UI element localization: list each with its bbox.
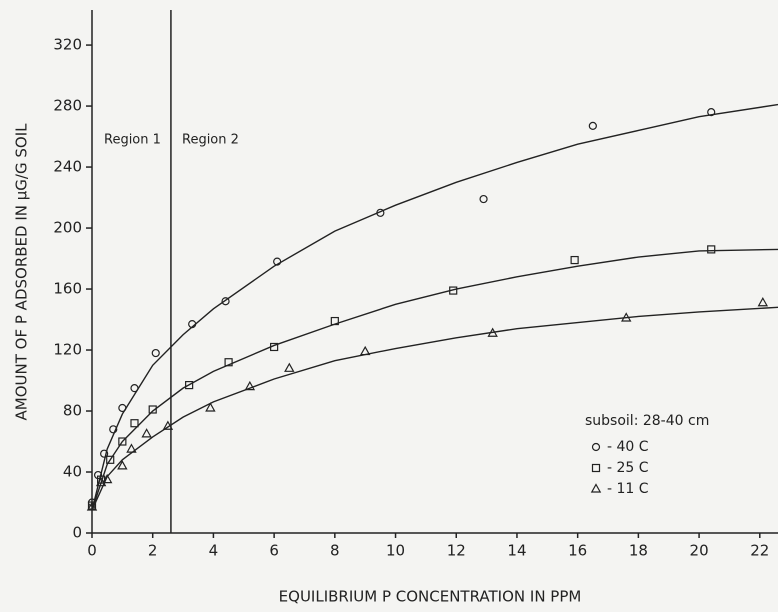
point: [130, 419, 139, 428]
legend-label: - 25 C: [607, 460, 649, 476]
point: [284, 362, 295, 372]
annotation: Region 2: [182, 133, 239, 148]
annotation: Region 1: [104, 133, 161, 148]
y-tick-label: 40: [63, 463, 82, 481]
point: [244, 380, 256, 391]
x-tick-label: 12: [447, 542, 466, 560]
x-tick-label: 6: [269, 542, 279, 560]
fit-curve: [91, 306, 778, 511]
point: [118, 403, 127, 413]
point: [224, 358, 233, 367]
x-tick-label: 18: [629, 542, 648, 560]
point: [117, 460, 128, 470]
point: [707, 245, 716, 254]
point: [205, 402, 216, 412]
fit-curve: [91, 103, 778, 511]
y-tick-label: 200: [53, 219, 82, 237]
x-axis-label: EQUILIBRIUM P CONCENTRATION IN PPM: [279, 588, 582, 606]
point: [185, 380, 194, 390]
point: [588, 121, 597, 130]
point: [570, 255, 579, 265]
y-tick-label: 0: [72, 524, 82, 542]
point: [707, 108, 716, 117]
point: [221, 297, 230, 306]
point: [621, 312, 632, 322]
point: [118, 437, 127, 446]
point: [757, 297, 769, 307]
point: [100, 449, 109, 458]
legend-label: - 11 C: [607, 481, 649, 497]
point: [188, 320, 197, 329]
legend-marker: [591, 463, 601, 473]
y-tick-label: 80: [63, 402, 82, 420]
point: [270, 342, 279, 352]
x-tick-label: 4: [209, 542, 219, 560]
point: [148, 405, 157, 414]
point: [479, 194, 488, 204]
point: [151, 348, 160, 358]
y-axis-label: AMOUNT OF P ADSORBED IN μG/G SOIL: [13, 123, 31, 421]
point: [359, 345, 371, 356]
point: [141, 428, 152, 438]
point: [126, 443, 137, 453]
point: [376, 208, 385, 217]
point: [449, 286, 458, 295]
x-tick-label: 8: [330, 542, 340, 560]
x-tick-label: 22: [750, 542, 769, 560]
y-tick-label: 280: [53, 97, 82, 115]
legend-label: - 40 C: [607, 439, 649, 455]
point: [487, 327, 498, 337]
legend-marker: [591, 442, 601, 452]
y-tick-label: 240: [53, 158, 82, 176]
y-tick-label: 120: [53, 341, 82, 359]
x-tick-label: 0: [87, 542, 97, 560]
x-tick-label: 16: [568, 542, 587, 560]
point: [109, 425, 118, 434]
x-tick-label: 20: [690, 542, 709, 560]
legend-marker: [590, 483, 602, 493]
x-tick-label: 2: [148, 542, 158, 560]
point: [273, 257, 282, 266]
y-tick-label: 160: [53, 280, 82, 298]
legend-title: subsoil: 28-40 cm: [585, 413, 709, 429]
point: [130, 384, 139, 393]
point: [101, 473, 113, 484]
x-tick-label: 10: [386, 542, 405, 560]
point: [162, 420, 174, 430]
point: [86, 501, 98, 511]
fit-curve: [91, 248, 778, 511]
x-tick-label: 14: [507, 542, 526, 560]
point: [106, 455, 115, 464]
point: [330, 316, 339, 326]
y-tick-label: 320: [53, 36, 82, 54]
